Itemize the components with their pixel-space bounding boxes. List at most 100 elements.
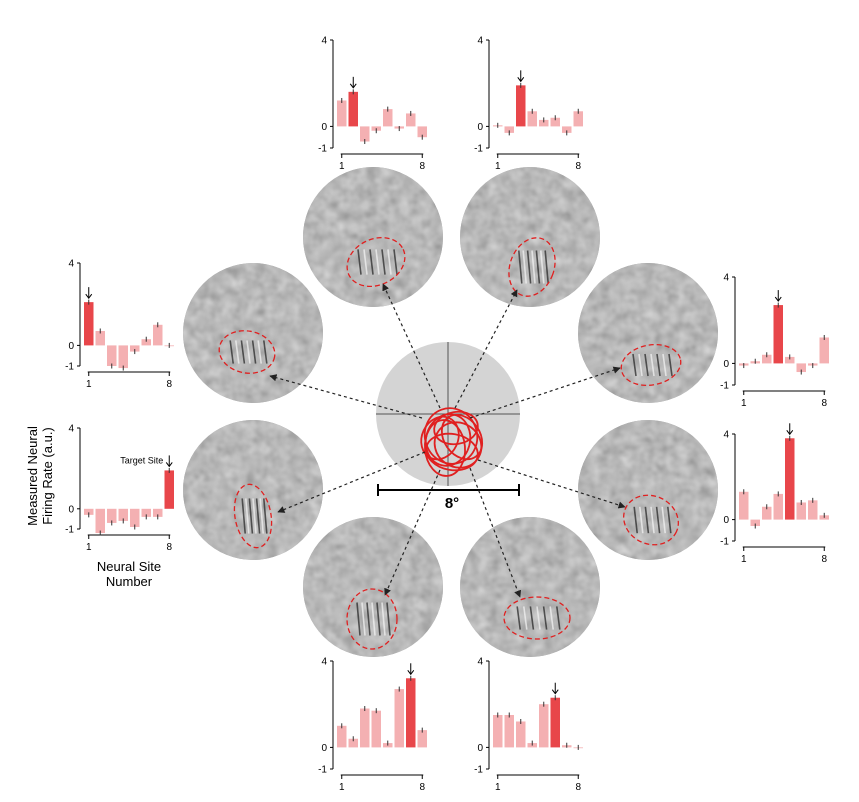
bar-site-2	[95, 508, 105, 534]
arrow-to-left-upper	[269, 374, 423, 419]
y-tick-label: 0	[477, 743, 483, 754]
bar-site-5	[539, 704, 549, 748]
stimulus-texture	[183, 263, 323, 403]
bar-site-1	[84, 508, 94, 515]
bar-target-site	[164, 470, 174, 509]
y-tick-label: 4	[68, 259, 74, 270]
x-tick-label: 8	[419, 782, 425, 793]
y-axis-label-line2: Firing Rate (a.u.)	[40, 427, 55, 525]
x-tick-label: 8	[821, 554, 827, 565]
y-tick-label: -1	[65, 362, 74, 373]
arrow-to-bottom-right	[469, 467, 522, 598]
receptive-field-outline	[503, 596, 571, 640]
bar-site-4	[773, 493, 783, 520]
stimulus-bottom-left	[303, 517, 443, 657]
stimulus-texture	[578, 263, 718, 403]
bar-site-2	[750, 519, 760, 527]
x-tick-label: 1	[495, 782, 501, 793]
bar-site-7	[406, 113, 416, 127]
stimulus-texture	[460, 517, 600, 657]
bar-site-1	[337, 725, 347, 748]
x-tick-label: 1	[86, 379, 92, 390]
stimulus-texture	[303, 517, 443, 657]
bar-site-2	[504, 715, 514, 748]
bar-site-2	[95, 330, 105, 346]
target-arrow-head	[774, 296, 782, 302]
bar-site-5	[785, 356, 795, 364]
y-tick-label: 4	[477, 36, 483, 47]
bar-site-2	[348, 738, 358, 748]
y-tick-label: 0	[723, 359, 729, 370]
bar-site-5	[539, 119, 549, 127]
bar-site-6	[141, 339, 151, 346]
receptive-field-outline	[218, 330, 276, 374]
receptive-field-outline	[233, 483, 273, 549]
bar-site-3	[107, 345, 117, 366]
target-arrow-head	[517, 77, 525, 83]
bar-chart-right-lower: 4 0 -1 1 8	[720, 423, 829, 565]
stimulus-texture	[303, 167, 443, 307]
bar-chart-bottom-left: 4 0 -1 1 8	[318, 657, 427, 793]
y-tick-label: 4	[477, 657, 483, 668]
y-tick-label: -1	[318, 144, 327, 155]
rf-loop	[420, 415, 460, 461]
y-tick-label: 4	[68, 424, 74, 435]
stimulus-top-left	[303, 167, 443, 307]
bar-site-3	[360, 126, 370, 142]
x-axis-label-line2: Number	[106, 574, 153, 589]
bar-target-site	[785, 438, 795, 520]
bar-site-6	[394, 689, 404, 748]
y-tick-label: -1	[474, 765, 483, 776]
bar-charts: 4 0 -1 1 8 4 0 -1 1 8 4 0 -1 1 8 4 0 -1 1 8 4 0 -1 1 8 4 0 -1 1 8 4 0 -1…	[65, 36, 829, 793]
synthesized-stimuli	[183, 167, 718, 657]
receptive-field-outline	[346, 236, 406, 288]
bar-chart-top-right: 4 0 -1 1 8	[474, 36, 583, 172]
bar-site-5	[383, 109, 393, 127]
target-arrow-head	[85, 293, 93, 299]
stimulus-feature	[356, 602, 391, 636]
bar-site-1	[337, 100, 347, 127]
arrow-to-right-lower	[477, 459, 626, 509]
stimulus-texture	[460, 167, 600, 307]
x-axis-label-line1: Neural Site	[97, 559, 161, 574]
bar-site-7	[562, 126, 572, 133]
stimulus-left-lower	[183, 420, 323, 560]
x-tick-label: 1	[741, 398, 747, 409]
rf-loop	[425, 432, 479, 472]
x-tick-label: 8	[821, 398, 827, 409]
bar-target-site	[348, 91, 358, 127]
rf-loop	[424, 419, 466, 477]
bar-target-site	[84, 302, 94, 346]
y-tick-label: 4	[723, 430, 729, 441]
y-tick-label: 0	[723, 515, 729, 526]
bar-chart-right-upper: 4 0 -1 1 8	[720, 273, 829, 409]
bar-site-7	[153, 324, 163, 346]
stimulus-feature	[516, 606, 561, 630]
y-tick-label: -1	[65, 525, 74, 536]
arrow-to-right-upper	[469, 366, 621, 419]
bar-site-1	[739, 491, 749, 520]
receptive-field-outlines	[420, 407, 484, 477]
bar-site-3	[360, 708, 370, 748]
bar-site-3	[762, 354, 772, 364]
bar-site-6	[141, 508, 151, 517]
stimulus-bottom-right	[460, 517, 600, 657]
stimulus-feature	[241, 498, 268, 534]
bar-site-8	[819, 337, 829, 364]
rf-loop	[433, 410, 479, 446]
bar-site-4	[527, 111, 537, 127]
y-axis-label-line1: Measured Neural	[25, 426, 40, 526]
receptive-field-outline	[508, 237, 556, 297]
scale-bar-label: 8°	[445, 495, 459, 512]
stimulus-texture	[578, 420, 718, 560]
bar-site-6	[796, 363, 806, 373]
target-arrow-head	[349, 83, 357, 89]
y-tick-label: 0	[477, 122, 483, 133]
bar-site-1	[493, 715, 503, 748]
bar-site-3	[107, 508, 117, 523]
arrow-to-bottom-left	[384, 469, 441, 596]
target-arrow-head	[165, 462, 173, 468]
stimulus-arrows	[269, 283, 626, 598]
target-site-annotation: Target Site	[120, 455, 163, 465]
arrow-to-top-left	[382, 283, 441, 409]
